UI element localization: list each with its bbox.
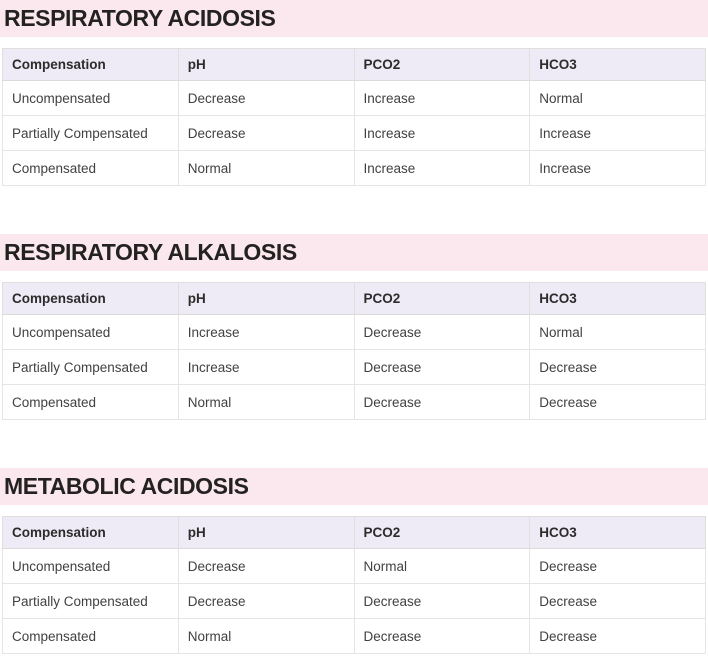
cell-hco3: Normal <box>529 314 706 350</box>
cell-ph: Normal <box>177 384 355 420</box>
section-banner: RESPIRATORY ACIDOSIS <box>0 0 708 37</box>
cell-pco2: Increase <box>353 115 531 151</box>
cell-compensation: Uncompensated <box>2 314 179 350</box>
table-row: Partially Compensated Decrease Increase … <box>2 115 706 151</box>
cell-hco3: Decrease <box>529 548 706 584</box>
table-row: Partially Compensated Decrease Decrease … <box>2 583 706 619</box>
cell-ph: Normal <box>177 150 355 186</box>
cell-pco2: Increase <box>353 80 531 116</box>
cell-hco3: Decrease <box>529 618 706 654</box>
cell-pco2: Normal <box>353 548 531 584</box>
section-metabolic-acidosis: METABOLIC ACIDOSIS Compensation pH PCO2 … <box>0 468 708 654</box>
section-banner: RESPIRATORY ALKALOSIS <box>0 234 708 271</box>
column-header-ph: pH <box>177 48 355 81</box>
cell-compensation: Partially Compensated <box>2 349 179 385</box>
cell-compensation: Uncompensated <box>2 80 179 116</box>
table-header-row: Compensation pH PCO2 HCO3 <box>2 516 706 549</box>
table-header-row: Compensation pH PCO2 HCO3 <box>2 48 706 81</box>
column-header-pco2: PCO2 <box>353 282 531 315</box>
cell-compensation: Partially Compensated <box>2 583 179 619</box>
cell-pco2: Increase <box>353 150 531 186</box>
cell-pco2: Decrease <box>353 384 531 420</box>
cell-compensation: Compensated <box>2 384 179 420</box>
section-respiratory-acidosis: RESPIRATORY ACIDOSIS Compensation pH PCO… <box>0 0 708 186</box>
table-row: Partially Compensated Increase Decrease … <box>2 349 706 385</box>
column-header-pco2: PCO2 <box>353 48 531 81</box>
section-title: RESPIRATORY ALKALOSIS <box>4 239 297 265</box>
cell-hco3: Decrease <box>529 384 706 420</box>
cell-ph: Normal <box>177 618 355 654</box>
cell-ph: Decrease <box>177 583 355 619</box>
cell-hco3: Decrease <box>529 583 706 619</box>
cell-pco2: Decrease <box>353 349 531 385</box>
cell-ph: Increase <box>177 349 355 385</box>
section-title: RESPIRATORY ACIDOSIS <box>4 5 276 31</box>
compensation-table: Compensation pH PCO2 HCO3 Uncompensated … <box>2 48 706 186</box>
cell-hco3: Normal <box>529 80 706 116</box>
column-header-compensation: Compensation <box>2 48 179 81</box>
table-row: Compensated Normal Increase Increase <box>2 150 706 186</box>
column-header-compensation: Compensation <box>2 282 179 315</box>
table-row: Uncompensated Decrease Increase Normal <box>2 80 706 116</box>
cell-compensation: Compensated <box>2 150 179 186</box>
column-header-ph: pH <box>177 516 355 549</box>
column-header-hco3: HCO3 <box>529 282 706 315</box>
cell-pco2: Decrease <box>353 314 531 350</box>
column-header-hco3: HCO3 <box>529 48 706 81</box>
column-header-compensation: Compensation <box>2 516 179 549</box>
cell-pco2: Decrease <box>353 618 531 654</box>
cell-ph: Decrease <box>177 80 355 116</box>
cell-ph: Decrease <box>177 548 355 584</box>
cell-compensation: Compensated <box>2 618 179 654</box>
cell-hco3: Decrease <box>529 349 706 385</box>
table-header-row: Compensation pH PCO2 HCO3 <box>2 282 706 315</box>
table-row: Uncompensated Decrease Normal Decrease <box>2 548 706 584</box>
cell-compensation: Uncompensated <box>2 548 179 584</box>
section-respiratory-alkalosis: RESPIRATORY ALKALOSIS Compensation pH PC… <box>0 234 708 420</box>
compensation-table: Compensation pH PCO2 HCO3 Uncompensated … <box>2 282 706 420</box>
cell-compensation: Partially Compensated <box>2 115 179 151</box>
column-header-ph: pH <box>177 282 355 315</box>
section-title: METABOLIC ACIDOSIS <box>4 473 249 499</box>
compensation-table: Compensation pH PCO2 HCO3 Uncompensated … <box>2 516 706 654</box>
column-header-pco2: PCO2 <box>353 516 531 549</box>
table-row: Compensated Normal Decrease Decrease <box>2 618 706 654</box>
cell-hco3: Increase <box>529 115 706 151</box>
table-row: Compensated Normal Decrease Decrease <box>2 384 706 420</box>
column-header-hco3: HCO3 <box>529 516 706 549</box>
section-banner: METABOLIC ACIDOSIS <box>0 468 708 505</box>
cell-hco3: Increase <box>529 150 706 186</box>
cell-ph: Increase <box>177 314 355 350</box>
table-row: Uncompensated Increase Decrease Normal <box>2 314 706 350</box>
cell-pco2: Decrease <box>353 583 531 619</box>
cell-ph: Decrease <box>177 115 355 151</box>
